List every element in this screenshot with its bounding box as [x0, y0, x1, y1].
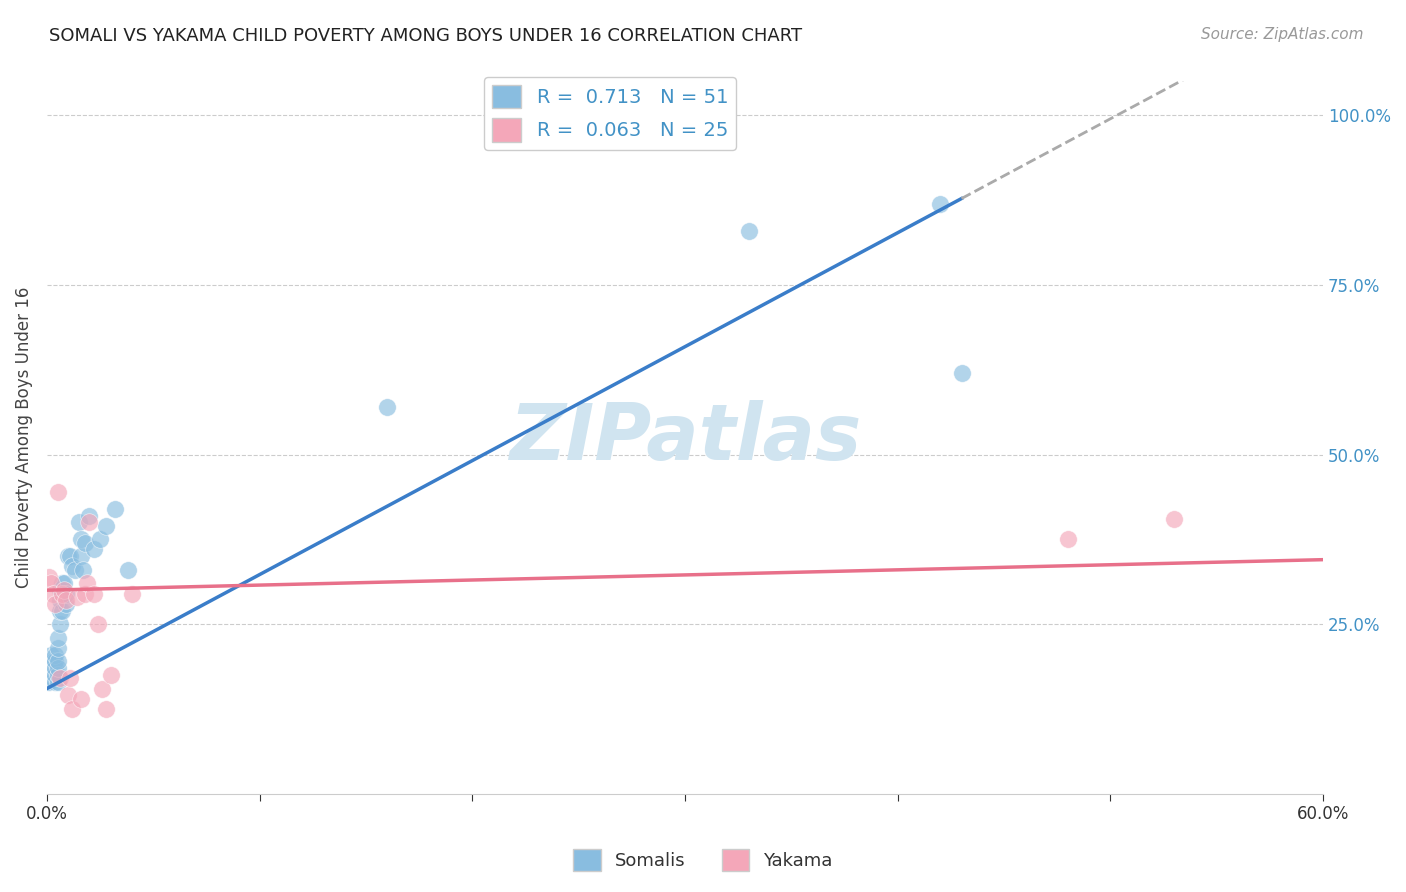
Point: [44, 597, 66, 611]
Point: [42, 668, 65, 682]
Text: ZIPatlas: ZIPatlas: [509, 400, 860, 475]
Point: [62, 702, 84, 716]
Point: [79, 516, 101, 530]
Legend: R =  0.713   N = 51, R =  0.063   N = 25: R = 0.713 N = 51, R = 0.063 N = 25: [484, 77, 735, 150]
Point: [83, 542, 105, 557]
Point: [70, 549, 93, 564]
Point: [96, 518, 118, 533]
Point: [117, 563, 139, 577]
Point: [1163, 512, 1185, 526]
Point: [48, 583, 70, 598]
Point: [66, 590, 89, 604]
Point: [39, 576, 62, 591]
Point: [63, 563, 86, 577]
Point: [42, 586, 65, 600]
Point: [75, 535, 97, 549]
Point: [56, 689, 79, 703]
Point: [46, 484, 69, 499]
Point: [44, 648, 66, 662]
Point: [51, 586, 73, 600]
Point: [1057, 533, 1080, 547]
Point: [39, 665, 62, 679]
Point: [738, 224, 761, 238]
Point: [42, 654, 65, 668]
Point: [929, 196, 952, 211]
Point: [44, 668, 66, 682]
Point: [48, 593, 70, 607]
Point: [46, 668, 69, 682]
Point: [38, 668, 60, 682]
Point: [89, 533, 111, 547]
Point: [52, 583, 75, 598]
Point: [52, 576, 75, 591]
Point: [62, 559, 84, 574]
Point: [51, 576, 73, 591]
Point: [72, 563, 94, 577]
Point: [46, 661, 69, 675]
Point: [56, 549, 79, 564]
Point: [39, 654, 62, 668]
Point: [39, 648, 62, 662]
Point: [76, 576, 98, 591]
Point: [100, 668, 122, 682]
Point: [59, 549, 82, 564]
Point: [950, 366, 973, 380]
Point: [96, 702, 118, 716]
Point: [48, 617, 70, 632]
Point: [91, 681, 114, 696]
Text: SOMALI VS YAKAMA CHILD POVERTY AMONG BOYS UNDER 16 CORRELATION CHART: SOMALI VS YAKAMA CHILD POVERTY AMONG BOY…: [49, 27, 803, 45]
Point: [38, 661, 60, 675]
Legend: Somalis, Yakama: Somalis, Yakama: [567, 842, 839, 879]
Point: [44, 654, 66, 668]
Point: [55, 586, 77, 600]
Point: [46, 674, 69, 689]
Y-axis label: Child Poverty Among Boys Under 16: Child Poverty Among Boys Under 16: [15, 287, 32, 588]
Point: [51, 603, 73, 617]
Point: [70, 533, 93, 547]
Text: Source: ZipAtlas.com: Source: ZipAtlas.com: [1201, 27, 1364, 42]
Point: [44, 661, 66, 675]
Point: [51, 586, 73, 600]
Point: [46, 654, 69, 668]
Point: [104, 501, 127, 516]
Point: [44, 674, 66, 689]
Point: [55, 593, 77, 607]
Point: [83, 586, 105, 600]
Point: [38, 674, 60, 689]
Point: [67, 516, 90, 530]
Point: [59, 671, 82, 685]
Point: [121, 586, 143, 600]
Point: [52, 586, 75, 600]
Point: [87, 617, 110, 632]
Point: [55, 597, 77, 611]
Point: [79, 508, 101, 523]
Point: [39, 671, 62, 685]
Point: [48, 603, 70, 617]
Point: [46, 631, 69, 645]
Point: [375, 400, 398, 414]
Point: [46, 640, 69, 655]
Point: [70, 691, 93, 706]
Point: [38, 569, 60, 583]
Point: [75, 586, 97, 600]
Point: [42, 661, 65, 675]
Point: [48, 671, 70, 685]
